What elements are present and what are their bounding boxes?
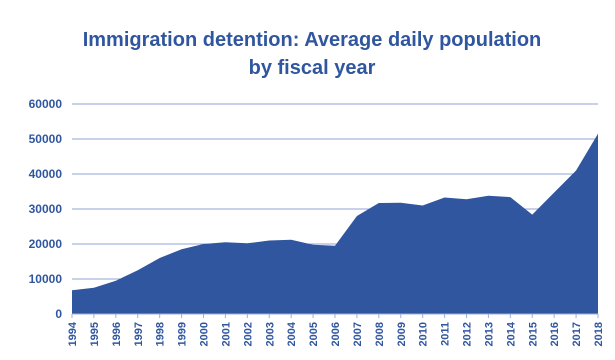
- x-tick-label: 1996: [111, 322, 123, 346]
- y-tick-label: 60000: [29, 97, 63, 111]
- y-tick-label: 0: [55, 307, 62, 321]
- y-tick-label: 30000: [29, 202, 63, 216]
- x-tick-label: 2017: [571, 322, 583, 346]
- area-series: [71, 133, 599, 314]
- x-tick-label: 2013: [483, 322, 495, 346]
- y-tick-label: 50000: [29, 132, 63, 146]
- x-tick-label: 2005: [308, 322, 320, 346]
- x-tick-label: 2003: [264, 322, 276, 346]
- x-tick-label: 2016: [549, 322, 561, 346]
- x-tick-label: 2011: [440, 322, 452, 346]
- y-tick-label: 20000: [29, 237, 63, 251]
- x-tick-label: 2014: [505, 321, 517, 346]
- x-tick-label: 1994: [67, 321, 79, 346]
- x-tick-label: 2015: [527, 322, 539, 346]
- x-tick-label: 1999: [177, 322, 189, 346]
- x-tick-label: 2007: [352, 322, 364, 346]
- y-axis: 0 10000 20000 30000 40000 50000 60000: [29, 97, 63, 321]
- x-tick-label: 2006: [330, 322, 342, 346]
- chart-title-line-1: Immigration detention: Average daily pop…: [83, 29, 542, 51]
- x-axis: 1994 1995 1996 1997 1998 1999 2000 2001 2002 2003…: [67, 313, 605, 346]
- y-tick-label: 10000: [29, 272, 63, 286]
- x-tick-label: 1997: [133, 322, 145, 346]
- x-tick-label: 2001: [220, 322, 232, 346]
- x-tick-label: 1998: [155, 322, 167, 346]
- x-tick-label: 2009: [396, 322, 408, 346]
- x-tick-label: 2002: [242, 322, 254, 346]
- chart-title-line-2: by fiscal year: [249, 57, 376, 79]
- x-tick-label: 2012: [462, 322, 474, 346]
- area-fill: [72, 133, 598, 314]
- x-tick-label: 1995: [89, 322, 101, 346]
- y-tick-label: 40000: [29, 167, 63, 181]
- x-tick-label: 2018: [593, 322, 605, 346]
- x-tick-label: 2004: [286, 321, 298, 346]
- x-tick-label: 2008: [374, 322, 386, 346]
- x-tick-label: 2000: [199, 322, 211, 346]
- x-tick-label: 2010: [418, 322, 430, 346]
